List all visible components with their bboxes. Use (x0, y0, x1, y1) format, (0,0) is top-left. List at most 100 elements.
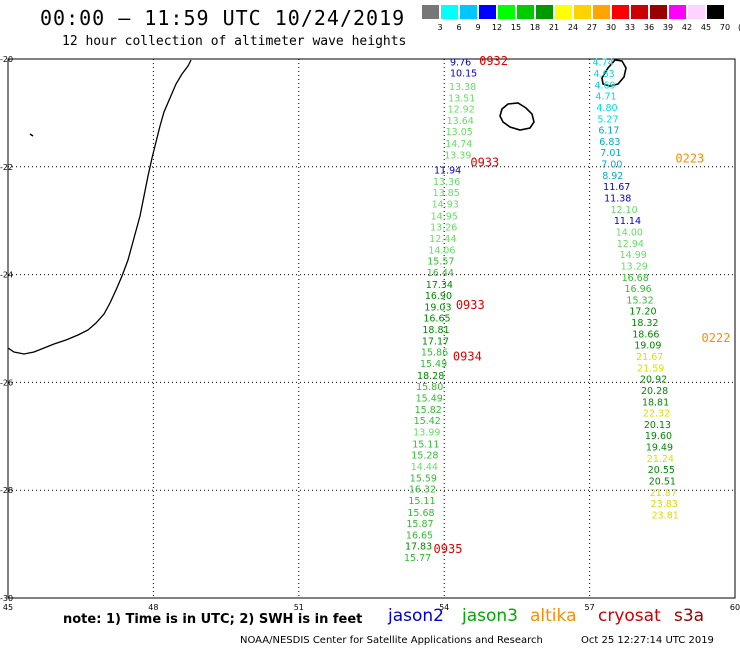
lon-tick-label: 51 (294, 603, 304, 612)
wave-height-value: 15.77 (404, 553, 431, 564)
pass-time-label: 0223 (675, 152, 704, 166)
legend-jason2: jason2 (388, 606, 444, 626)
wave-height-value: 15.86 (421, 348, 448, 359)
wave-height-value: 14.93 (432, 199, 459, 210)
color-scale-label: 21 (548, 23, 560, 32)
pass-time-label: 0933 (470, 155, 499, 169)
color-swatch (707, 5, 724, 19)
wave-height-value: 13.36 (433, 177, 460, 188)
wave-height-value: 13.85 (433, 188, 460, 199)
pass-time-labels: 09320933093309340935022302220221022 (434, 54, 731, 556)
wave-height-value: 19.60 (645, 431, 672, 442)
lat-tick-label: -20 (0, 55, 13, 64)
map-frame (7, 58, 736, 599)
color-swatch (422, 5, 439, 19)
wave-height-value: 18.81 (642, 397, 669, 408)
color-scale-label: 3 (437, 23, 443, 32)
lat-tick-label: -24 (0, 271, 13, 280)
wave-height-value: 15.80 (416, 382, 443, 393)
color-scale-label: 18 (529, 23, 541, 32)
reunion-island-coastline (499, 102, 535, 131)
wave-height-value: 16.44 (427, 268, 454, 279)
page-title: 00:00 – 11:59 UTC 10/24/2019 (40, 6, 406, 30)
color-scale-label: 15 (510, 23, 522, 32)
wave-height-value: 4.71 (595, 92, 616, 103)
wave-height-value: 20.55 (648, 465, 675, 476)
wave-height-value: 15.28 (411, 451, 438, 462)
lon-tick-label: 48 (148, 603, 158, 612)
mauritius-island-coastline (601, 59, 627, 87)
color-scale-label: 42 (681, 23, 693, 32)
legend-altika: altika (530, 606, 577, 626)
wave-height-value: 15.49 (420, 359, 447, 370)
wave-height-value: 15.82 (415, 405, 442, 416)
wave-height-value: 13.99 (413, 427, 440, 438)
color-swatch (631, 5, 648, 19)
color-swatch (555, 5, 572, 19)
lat-lon-grid (7, 58, 736, 599)
color-swatch (650, 5, 667, 19)
legend-cryosat: cryosat (598, 606, 661, 626)
footer-credit: NOAA/NESDIS Center for Satellite Applica… (240, 635, 543, 646)
wave-height-value: 4.69 (594, 80, 615, 91)
wave-height-value: 16.90 (425, 291, 452, 302)
wave-height-value: 13.39 (444, 150, 471, 161)
color-swatch (479, 5, 496, 19)
wave-height-value: 18.32 (631, 318, 658, 329)
wave-height-value: 10.15 (450, 68, 477, 79)
pass-time-label: 0222 (702, 331, 731, 345)
lat-tick-label: -26 (0, 378, 13, 387)
wave-height-value: 15.42 (414, 416, 441, 427)
pass-time-label: 0935 (434, 542, 463, 556)
color-swatch (498, 5, 515, 19)
wave-height-value: 21.67 (636, 352, 663, 363)
wave-height-value: 14.06 (428, 245, 455, 256)
wave-height-value: 8.92 (602, 171, 623, 182)
lon-tick-label: 57 (585, 603, 595, 612)
wave-height-value: 15.11 (412, 439, 439, 450)
color-scale-label: 36 (643, 23, 655, 32)
wave-height-value: 19.49 (646, 443, 673, 454)
wave-height-value: 11.14 (614, 216, 641, 227)
wave-height-value: 13.38 (449, 82, 476, 93)
wave-height-value: 9.76 (450, 58, 471, 69)
axis-ticks: 45 48 51 54 57 60 -20 -22 -24 -26 -28 -30 (0, 55, 740, 612)
lat-tick-label: -30 (0, 594, 13, 603)
wave-height-value: 22.32 (643, 409, 670, 420)
wave-height-value: 23.83 (651, 499, 678, 510)
small-island-coastline (29, 133, 34, 137)
wave-height-value: 12.10 (610, 205, 637, 216)
color-swatch (612, 5, 629, 19)
pass-time-label: 0933 (456, 298, 485, 312)
wave-height-value: 13.05 (446, 127, 473, 138)
wave-height-value: 4.74 (593, 58, 614, 69)
altimeter-track-east: 4.744.634.694.714.805.276.176.837.017.00… (593, 58, 679, 522)
color-scale-label: 24 (567, 23, 579, 32)
wave-height-value: 12.94 (617, 239, 644, 250)
wave-height-value: 18.81 (422, 325, 449, 336)
wave-height-value: 16.68 (622, 273, 649, 284)
page-subtitle: 12 hour collection of altimeter wave hei… (62, 34, 407, 49)
color-scale-label: 6 (456, 23, 462, 32)
wave-height-value: 4.63 (593, 69, 614, 80)
wave-height-value: 11.67 (603, 182, 630, 193)
wave-height-value: 17.83 (405, 542, 432, 553)
color-swatch (536, 5, 553, 19)
wave-height-value: 12.92 (448, 105, 475, 116)
wave-height-value: 15.57 (427, 257, 454, 268)
wave-height-value: 15.11 (408, 496, 435, 507)
wave-height-value: 12.44 (429, 234, 456, 245)
lon-tick-label: 54 (439, 603, 449, 612)
wave-height-value: 14.44 (411, 462, 438, 473)
color-swatch (460, 5, 477, 19)
wave-height-value: 16.32 (409, 485, 436, 496)
wave-height-value: 14.95 (431, 211, 458, 222)
color-swatch (574, 5, 591, 19)
color-scale-label: 39 (662, 23, 674, 32)
wave-height-value: 17.17 (422, 336, 449, 347)
wave-height-value: 20.51 (649, 476, 676, 487)
wave-height-value: 15.49 (416, 393, 443, 404)
wave-height-value: 20.28 (641, 386, 668, 397)
altimeter-track-west: 9.7610.1513.3813.5112.9213.6413.0514.741… (404, 58, 477, 564)
